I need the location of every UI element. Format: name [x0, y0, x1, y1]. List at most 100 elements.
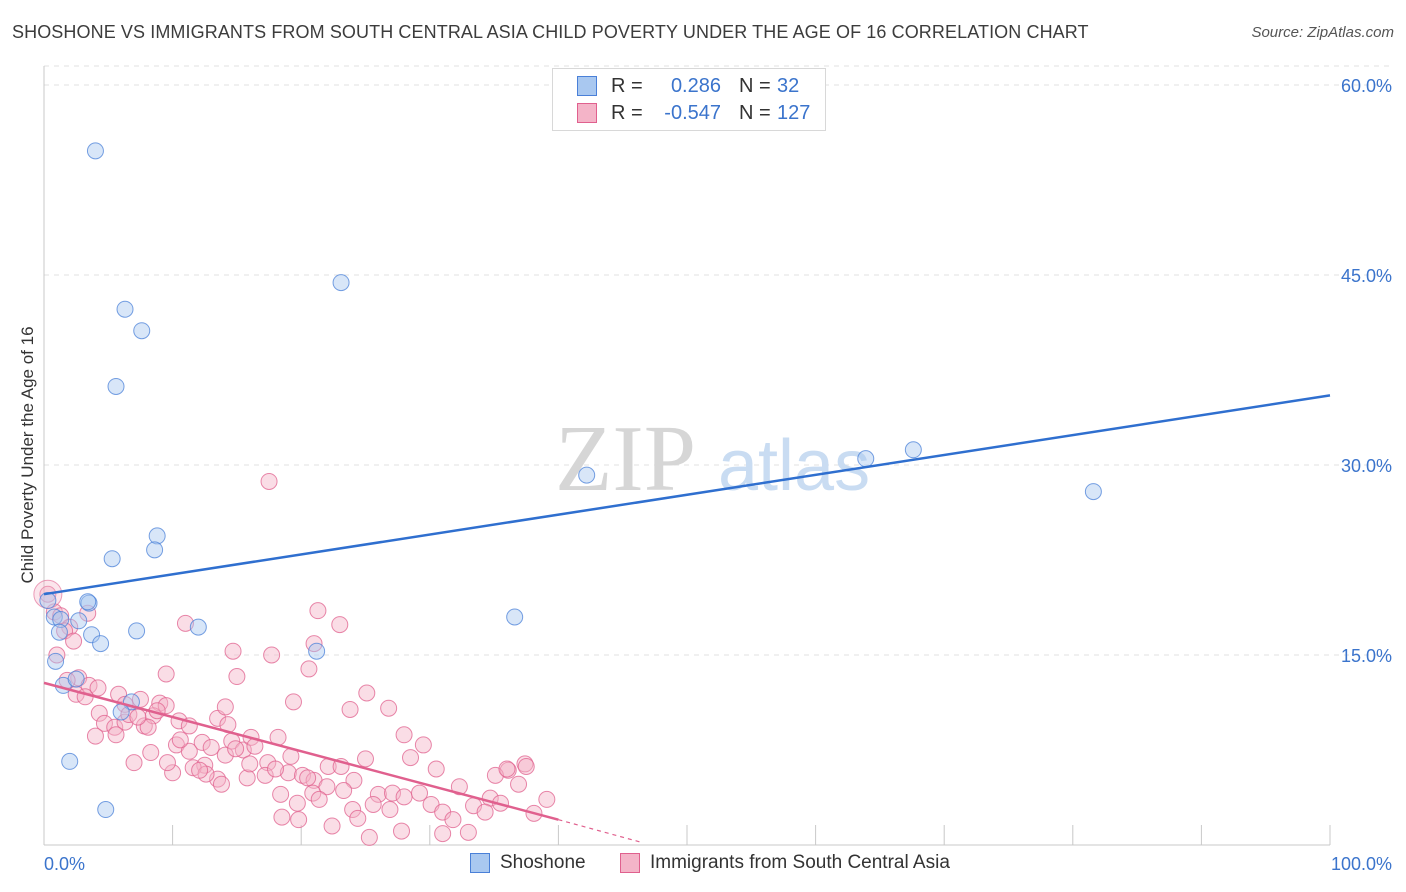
immigrants-point — [266, 760, 284, 778]
immigrants-point — [510, 775, 528, 793]
immigrants-point — [139, 718, 157, 736]
immigrants-point — [263, 646, 281, 664]
shoshone-swatch — [577, 76, 597, 96]
legend-row-immigrants: R = -0.547 N = 127 — [577, 101, 810, 125]
y-tick-label: 60.0% — [1341, 76, 1392, 96]
immigrants-point — [129, 708, 147, 726]
bottom-legend-immigrants: Immigrants from South Central Asia — [620, 852, 950, 874]
shoshone-point — [52, 611, 70, 629]
immigrants-point — [212, 775, 230, 793]
immigrants-point — [193, 733, 211, 751]
shoshone-point — [47, 652, 65, 670]
source-label: Source: ZipAtlas.com — [1251, 24, 1394, 41]
immigrants-point — [414, 736, 432, 754]
immigrants-point — [393, 822, 411, 840]
y-axis-label: Child Poverty Under the Age of 16 — [18, 326, 37, 584]
immigrants-point — [444, 811, 462, 829]
shoshone-point — [80, 594, 98, 612]
x-tick-label: 0.0% — [44, 854, 85, 874]
immigrants-point — [216, 698, 234, 716]
bottom-legend-label: Shoshone — [500, 852, 586, 873]
immigrants-point — [476, 803, 494, 821]
shoshone-point — [506, 608, 524, 626]
shoshone-point — [61, 752, 79, 770]
shoshone-point — [1084, 483, 1102, 501]
immigrants-point — [402, 749, 420, 767]
y-tick-label: 30.0% — [1341, 456, 1392, 476]
shoshone-point — [332, 274, 350, 292]
immigrants-point — [364, 795, 382, 813]
legend-row-shoshone: R = 0.286 N = 32 — [577, 74, 799, 98]
immigrants-point — [459, 823, 477, 841]
immigrants-point — [323, 817, 341, 835]
shoshone-point — [308, 642, 326, 660]
immigrants-swatch — [577, 103, 597, 123]
shoshone-point — [97, 801, 115, 819]
immigrants-point — [288, 794, 306, 812]
immigrants-trend-line — [43, 681, 559, 821]
watermark-zip: ZIP — [555, 407, 696, 511]
immigrants-point — [256, 766, 274, 784]
trend-lines — [43, 394, 1331, 844]
immigrants-point — [450, 778, 468, 796]
immigrants-point — [224, 642, 242, 660]
immigrants-point — [304, 784, 322, 802]
shoshone-points — [39, 142, 1102, 819]
immigrants-point — [517, 757, 535, 775]
immigrants-point — [157, 697, 175, 715]
x-tick-label: 100.0% — [1331, 854, 1392, 874]
immigrants-point — [498, 760, 516, 778]
immigrants-point — [381, 801, 399, 819]
immigrants-point — [345, 771, 363, 789]
immigrants-point — [395, 788, 413, 806]
shoshone-point — [578, 466, 596, 484]
immigrants-point — [171, 731, 189, 749]
immigrants-point — [180, 742, 198, 760]
immigrants-point — [344, 801, 362, 819]
immigrants-point — [176, 614, 194, 632]
legend-n-label: N = — [739, 74, 771, 97]
shoshone-point — [83, 626, 101, 644]
bottom-legend-shoshone: Shoshone — [470, 852, 586, 874]
y-tick-label: 15.0% — [1341, 646, 1392, 666]
immigrants-point — [191, 761, 209, 779]
immigrants-point — [434, 825, 452, 843]
shoshone-point — [133, 322, 151, 340]
immigrants-points — [33, 472, 556, 846]
grid-lines — [44, 65, 1392, 656]
shoshone-point — [148, 527, 166, 545]
shoshone-swatch — [470, 853, 490, 873]
tick-labels: 15.0% 30.0% 45.0% 60.0% 0.0% 100.0% — [44, 76, 1392, 874]
immigrants-point — [86, 727, 104, 745]
immigrants-point — [349, 809, 367, 827]
chart-title: SHOSHONE VS IMMIGRANTS FROM SOUTH CENTRA… — [12, 22, 1089, 42]
legend-r-value: 0.286 — [670, 74, 721, 97]
immigrants-point — [357, 750, 374, 768]
shoshone-point — [116, 300, 134, 318]
immigrants-point — [227, 740, 245, 758]
shoshone-trend-line — [43, 394, 1331, 596]
immigrants-point — [272, 785, 290, 803]
shoshone-point — [70, 612, 88, 630]
immigrants-point — [157, 665, 175, 683]
shoshone-point — [904, 441, 922, 459]
legend-r-label: R = — [611, 101, 643, 124]
shoshone-point — [103, 550, 121, 568]
legend-n-value: 127 — [777, 101, 811, 124]
immigrants-point — [279, 764, 297, 782]
shoshone-point — [857, 450, 875, 468]
immigrants-point — [318, 778, 336, 796]
immigrants-point — [164, 764, 182, 782]
immigrants-point — [241, 755, 259, 773]
immigrants-point — [65, 632, 83, 650]
immigrants-point — [116, 713, 134, 731]
immigrants-point — [341, 700, 359, 718]
shoshone-point — [67, 670, 85, 688]
shoshone-point — [189, 618, 207, 636]
immigrants-point — [202, 738, 220, 756]
axes — [43, 66, 1331, 846]
immigrants-point — [369, 785, 387, 803]
immigrants-point — [284, 693, 302, 711]
immigrants-point — [89, 679, 107, 697]
immigrants-point — [538, 790, 556, 808]
